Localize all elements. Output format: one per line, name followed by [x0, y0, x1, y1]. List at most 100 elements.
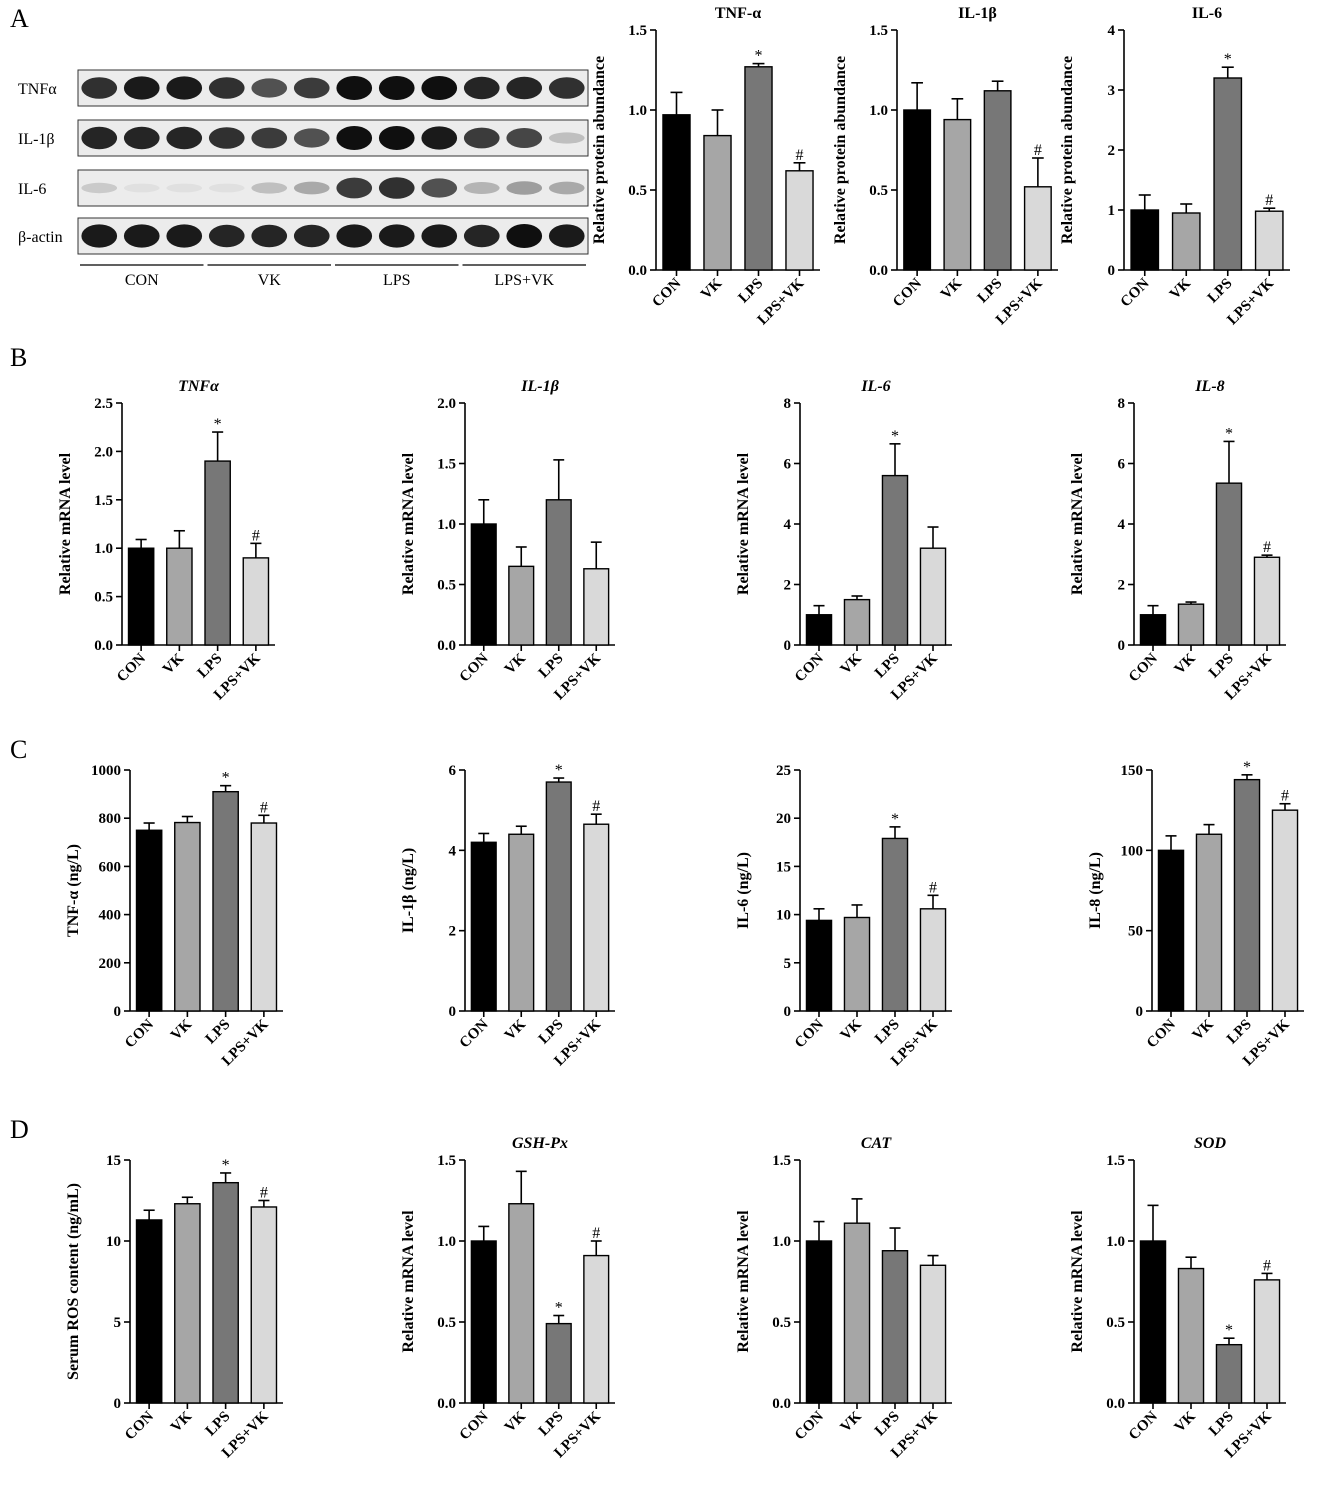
bar [545, 1322, 572, 1404]
chart-title: GSH-Px [512, 1135, 568, 1152]
blot-group-label: LPS+VK [494, 272, 554, 289]
blot-strip [77, 119, 589, 157]
y-tick-label: 1.5 [437, 1153, 456, 1169]
significance-mark: * [555, 762, 563, 779]
bar [1171, 212, 1201, 271]
blot-band [548, 224, 585, 248]
significance-mark: # [592, 1225, 600, 1242]
y-tick-label: 0.5 [628, 183, 647, 199]
blot-band [123, 126, 160, 150]
bar [174, 1203, 201, 1404]
y-axis-label: Relative mRNA level [400, 1210, 417, 1353]
y-tick-label: 0.5 [869, 183, 888, 199]
blot-band [548, 181, 585, 195]
y-tick-label: 6 [784, 457, 792, 473]
significance-mark: * [222, 770, 230, 787]
blot-row-label: IL-6 [18, 181, 46, 198]
y-tick-label: 1000 [91, 763, 121, 779]
blot-strip [77, 69, 589, 107]
bar [919, 908, 947, 1012]
blot-band [166, 76, 203, 100]
blot-band [378, 126, 415, 150]
blot-band [463, 127, 500, 149]
y-axis-label: IL-6 (ng/L) [735, 852, 752, 929]
bar [785, 170, 814, 271]
blot-band [251, 78, 288, 98]
bar [470, 841, 497, 1012]
y-tick-label: 4 [449, 843, 457, 859]
y-tick-label: 2 [784, 578, 792, 594]
blot-band [421, 224, 458, 248]
significance-mark: # [1263, 539, 1271, 556]
bar [1195, 833, 1223, 1012]
y-axis-label: Relative protein abundance [1059, 56, 1076, 244]
x-tick-label: CON [792, 1408, 827, 1443]
bar [250, 822, 278, 1012]
blot-band [166, 183, 203, 193]
y-tick-label: 400 [99, 908, 122, 924]
x-tick-label: CON [649, 275, 684, 310]
bar [1233, 778, 1261, 1012]
blot-band [208, 183, 245, 193]
x-tick-label: CON [792, 1016, 827, 1051]
y-tick-label: 2.0 [94, 444, 113, 460]
y-tick-label: 150 [1121, 763, 1144, 779]
bar [703, 134, 732, 271]
x-tick-label: CON [457, 1016, 492, 1051]
y-tick-label: 3 [1108, 83, 1116, 99]
y-tick-label: 600 [99, 859, 122, 875]
y-tick-label: 10 [106, 1234, 121, 1250]
y-tick-label: 25 [776, 763, 791, 779]
significance-mark: * [1243, 759, 1251, 776]
bar [508, 833, 535, 1012]
significance-mark: # [1265, 192, 1273, 209]
y-tick-label: 0.0 [1106, 1396, 1125, 1412]
chart-title: IL-1β [520, 378, 559, 395]
x-tick-label: CON [1144, 1016, 1179, 1051]
x-tick-label: VK [838, 1016, 865, 1043]
bar [744, 66, 773, 271]
bar [1253, 1279, 1281, 1404]
chart-title: TNF-α [715, 5, 761, 22]
x-tick-label: CON [1118, 275, 1153, 310]
y-tick-label: 1.0 [628, 103, 647, 119]
bar [204, 460, 231, 646]
blot-band [251, 127, 288, 149]
blot-band [336, 126, 373, 150]
y-axis-label: Relative mRNA level [400, 452, 417, 595]
x-tick-label: VK [838, 1408, 865, 1435]
y-tick-label: 4 [784, 517, 792, 533]
blot-band [506, 76, 543, 100]
chart-b-tnf: TNFα 0.0 0.5 1.0 1.5 2.0 2.5 Relative mRNA leve… [57, 378, 275, 703]
x-tick-label: CON [122, 1408, 157, 1443]
y-tick-label: 4 [1108, 23, 1116, 39]
y-tick-label: 100 [1121, 843, 1144, 859]
bar [805, 919, 833, 1012]
y-tick-label: 1.0 [1106, 1234, 1125, 1250]
y-tick-label: 0.0 [437, 1396, 456, 1412]
bar [508, 1203, 535, 1404]
blot-row-label: IL-1β [18, 131, 55, 148]
y-tick-label: 8 [784, 396, 792, 412]
bar [1215, 482, 1243, 646]
y-tick-label: 1.5 [437, 457, 456, 473]
significance-mark: # [929, 879, 937, 896]
chart-title: IL-6 [860, 378, 890, 395]
blot-band [251, 224, 288, 248]
significance-mark: # [260, 799, 268, 816]
blot-band [123, 183, 160, 193]
y-tick-label: 0 [449, 1004, 457, 1020]
blot-band [293, 181, 330, 195]
y-tick-label: 1.0 [437, 1234, 456, 1250]
bar [1177, 603, 1205, 646]
western-blot: TNFα IL-1β IL-6 β-actin CON VK LPS LPS+VK [18, 69, 589, 289]
y-tick-label: 0.5 [437, 1315, 456, 1331]
blot-band [81, 224, 118, 248]
x-tick-label: LPS [536, 651, 567, 682]
blot-band [336, 224, 373, 248]
y-axis-label: TNF-α (ng/L) [65, 844, 82, 937]
blot-band [293, 77, 330, 99]
bar [843, 598, 871, 646]
bar [470, 523, 497, 646]
